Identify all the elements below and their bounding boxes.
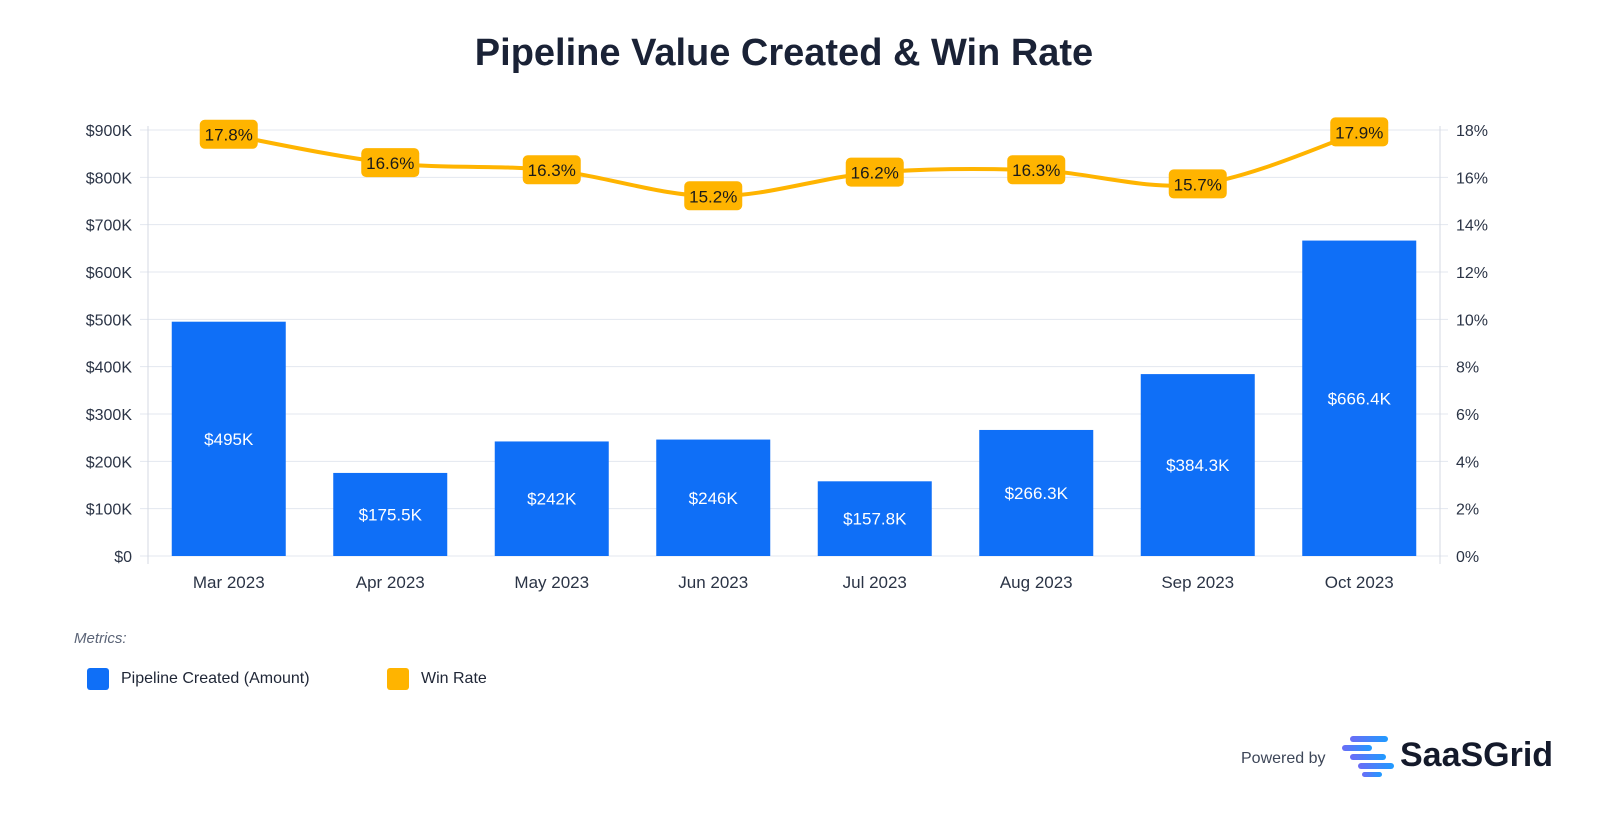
y-left-tick-label: $900K xyxy=(86,123,133,140)
y-right-tick-label: 4% xyxy=(1456,454,1479,471)
line-data-label-box xyxy=(1168,169,1227,199)
chart-title: Pipeline Value Created & Win Rate xyxy=(474,32,1094,74)
x-tick-label: Sep 2023 xyxy=(1161,573,1234,592)
bar-data-label: $246K xyxy=(689,489,739,508)
y-left-tick-label: $0 xyxy=(114,549,132,566)
legend-swatch-win-rate xyxy=(387,668,409,690)
bar xyxy=(494,441,609,556)
y-left-tick-label: $200K xyxy=(86,454,133,471)
legend-title: Metrics: xyxy=(74,630,127,647)
line-data-label: 15.7% xyxy=(1174,175,1222,194)
bar-data-label: $175.5K xyxy=(359,505,423,524)
y-right-tick-label: 12% xyxy=(1456,265,1488,282)
line-data-label-box xyxy=(199,119,258,149)
legend-label-win-rate: Win Rate xyxy=(421,670,487,687)
y-right-tick-label: 2% xyxy=(1456,502,1479,519)
line-data-label-box xyxy=(522,155,581,185)
line-data-label: 17.8% xyxy=(205,126,253,145)
line-data-label: 16.3% xyxy=(528,161,576,180)
saasgrid-logo-icon xyxy=(1342,736,1394,777)
y-left-tick-label: $600K xyxy=(86,265,133,282)
x-tick-label: Mar 2023 xyxy=(193,573,265,592)
y-left-tick-label: $500K xyxy=(86,312,133,329)
y-left-tick-label: $800K xyxy=(86,170,133,187)
y-left-tick-label: $300K xyxy=(86,407,133,424)
line-data-label-box xyxy=(361,148,420,178)
line-data-label: 16.3% xyxy=(1012,161,1060,180)
y-right-tick-label: 18% xyxy=(1456,123,1488,140)
y-right-tick-label: 0% xyxy=(1456,549,1479,566)
bar-data-label: $157.8K xyxy=(843,510,907,529)
bar xyxy=(817,481,932,556)
line-data-label: 16.6% xyxy=(366,154,414,173)
bar xyxy=(979,429,1094,556)
line-data-label-box xyxy=(845,157,904,187)
y-right-tick-label: 6% xyxy=(1456,407,1479,424)
line-data-label: 16.2% xyxy=(851,164,899,183)
x-tick-label: Aug 2023 xyxy=(1000,573,1073,592)
y-right-tick-label: 14% xyxy=(1456,218,1488,235)
line-data-label-box xyxy=(684,181,743,211)
line-data-label-box xyxy=(1007,155,1066,185)
bar xyxy=(1140,374,1255,556)
bar xyxy=(1302,240,1417,556)
y-right-tick-label: 16% xyxy=(1456,170,1488,187)
bar xyxy=(171,321,286,556)
bar xyxy=(333,472,448,556)
x-tick-label: Jul 2023 xyxy=(843,573,907,592)
y-left-tick-label: $400K xyxy=(86,360,133,377)
legend-item-pipeline[interactable]: Pipeline Created (Amount) xyxy=(87,668,310,690)
saasgrid-brand: SaaSGrid xyxy=(1400,736,1554,774)
y-right-tick-label: 10% xyxy=(1456,312,1488,329)
x-tick-label: May 2023 xyxy=(514,573,589,592)
bar xyxy=(656,439,771,556)
legend-swatch-pipeline xyxy=(87,668,109,690)
legend-label-pipeline: Pipeline Created (Amount) xyxy=(121,670,310,687)
y-left-tick-label: $100K xyxy=(86,502,133,519)
x-tick-label: Apr 2023 xyxy=(356,573,425,592)
bar-data-label: $384.3K xyxy=(1166,456,1230,475)
chart: $0 $100K $200K $300K $400K $500K $600K $700K $80… xyxy=(86,117,1488,592)
line-data-label: 15.2% xyxy=(689,187,737,206)
powered-by-text: Powered by xyxy=(1241,750,1326,767)
x-tick-label: Oct 2023 xyxy=(1325,573,1394,592)
bar-data-label: $242K xyxy=(527,490,577,509)
y-right-tick-label: 8% xyxy=(1456,360,1479,377)
bar-data-label: $266.3K xyxy=(1005,484,1069,503)
line-data-label: 17.9% xyxy=(1335,123,1383,142)
legend-item-win-rate[interactable]: Win Rate xyxy=(387,668,487,690)
bar-data-label: $666.4K xyxy=(1328,389,1392,408)
x-tick-label: Jun 2023 xyxy=(678,573,748,592)
line-data-label-box xyxy=(1330,117,1389,147)
y-left-tick-label: $700K xyxy=(86,218,133,235)
bar-data-label: $495K xyxy=(204,430,254,449)
